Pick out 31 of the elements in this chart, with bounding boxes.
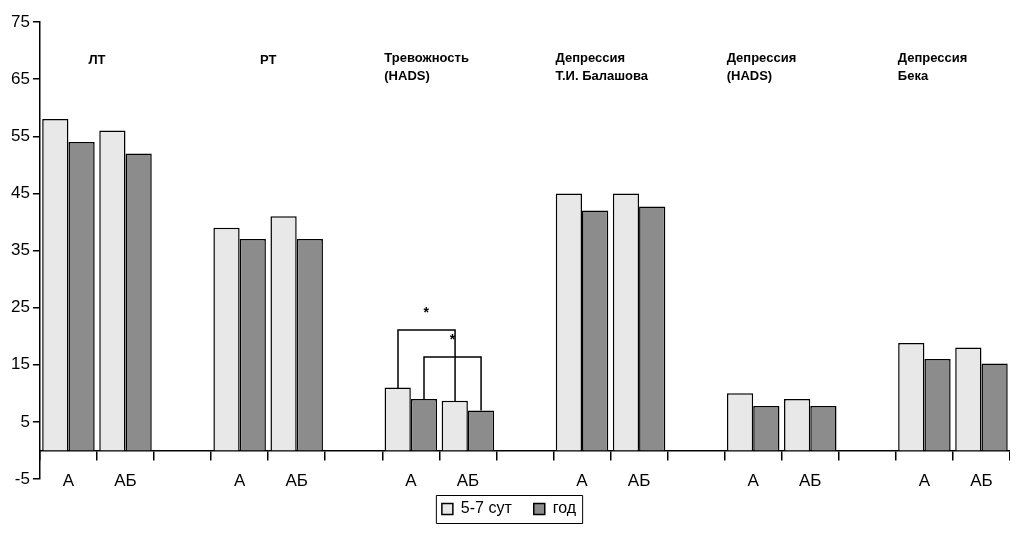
- annotation: РТ: [259, 52, 277, 68]
- x-tick-label: А: [405, 471, 418, 491]
- legend-label: 5-7 сут: [460, 499, 513, 517]
- x-tick-label: А: [233, 471, 246, 491]
- y-tick-label: 35: [10, 240, 30, 260]
- annotation: Тревожность (HADS): [384, 50, 469, 84]
- annotation: *: [422, 303, 430, 320]
- x-tick-label: АБ: [285, 471, 308, 491]
- y-tick-label: 5: [20, 411, 30, 431]
- annotation: Депрессия Бека: [897, 50, 968, 84]
- x-tick-label: АБ: [799, 471, 822, 491]
- annotation: Депрессия (HADS): [726, 50, 797, 84]
- x-tick-label: АБ: [114, 471, 137, 491]
- annotation: Депрессия Т.И. Балашова: [555, 50, 649, 84]
- annotation: ЛТ: [88, 52, 106, 68]
- y-tick-label: 15: [10, 354, 30, 374]
- x-tick-label: АБ: [627, 471, 651, 491]
- x-tick-label: А: [747, 471, 760, 491]
- x-tick-label: АБ: [456, 471, 480, 491]
- x-tick-label: АБ: [970, 471, 993, 491]
- y-tick-label: -5: [14, 468, 30, 488]
- y-tick-label: 45: [10, 183, 30, 203]
- x-tick-label: А: [62, 471, 75, 491]
- x-tick-label: А: [576, 471, 589, 491]
- y-tick-label: 75: [10, 11, 30, 31]
- annotation: *: [448, 331, 457, 348]
- x-tick-label: А: [918, 471, 931, 491]
- legend-label: год: [552, 499, 577, 517]
- y-tick-label: 25: [10, 297, 30, 317]
- y-tick-label: 65: [10, 68, 30, 88]
- y-tick-label: 55: [10, 125, 30, 145]
